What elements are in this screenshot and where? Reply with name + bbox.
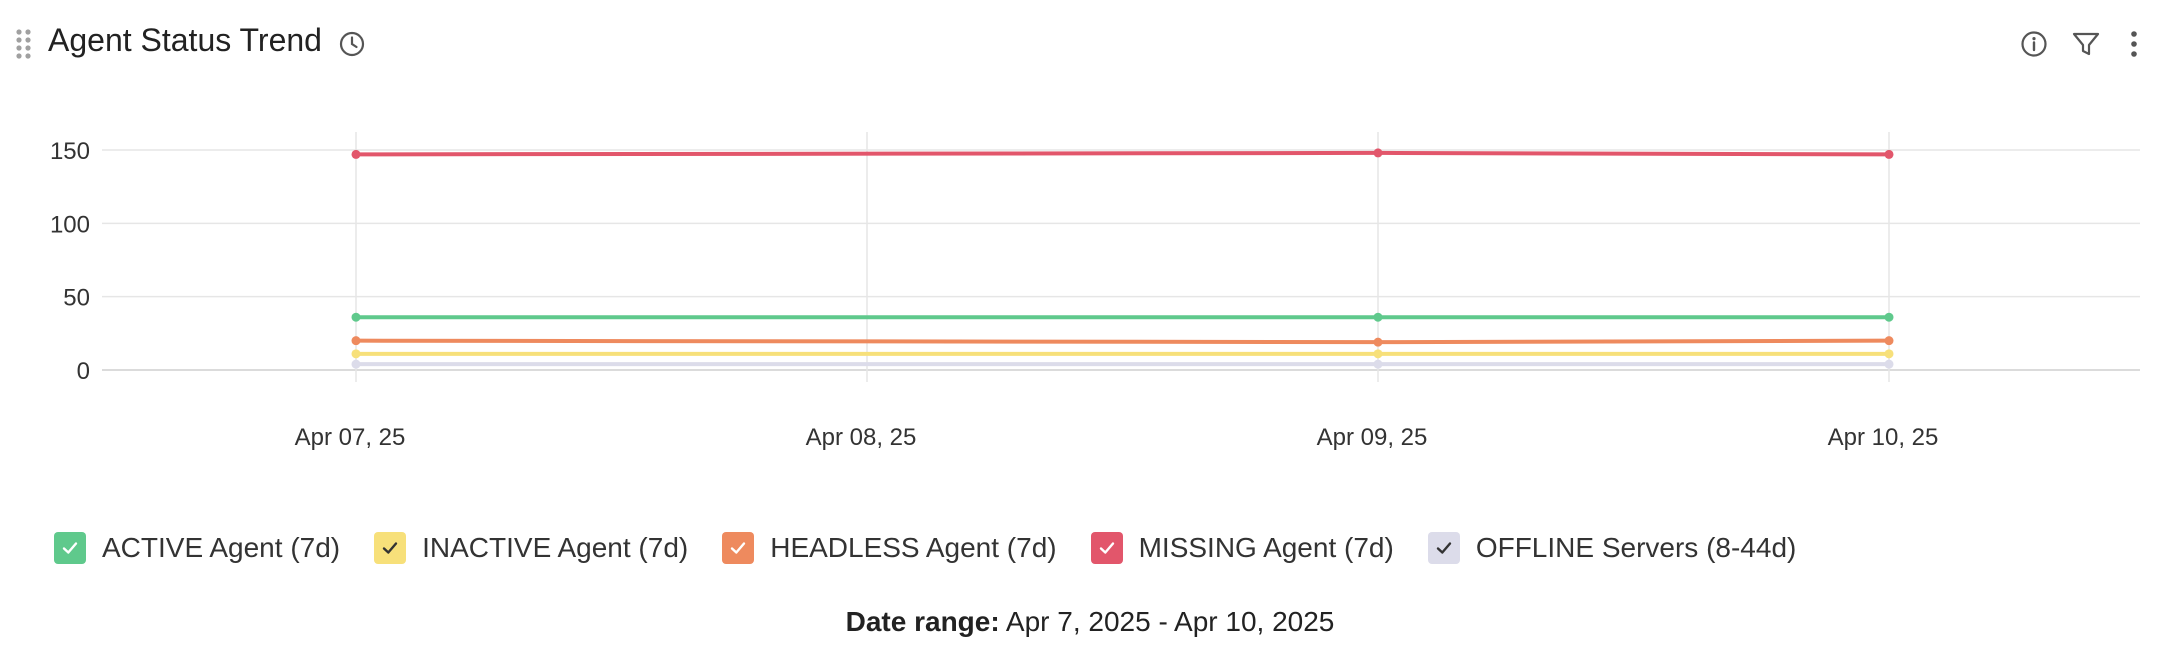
legend-label: INACTIVE Agent (7d) (422, 532, 688, 564)
series-line-missing (356, 153, 1889, 154)
legend-item-inactive[interactable]: INACTIVE Agent (7d) (374, 532, 688, 564)
check-icon (380, 538, 400, 558)
x-tick-label: Apr 10, 25 (1828, 424, 1939, 451)
widget-title: Agent Status Trend (48, 22, 322, 59)
legend-checkbox[interactable] (722, 532, 754, 564)
legend-label: HEADLESS Agent (7d) (770, 532, 1056, 564)
legend-item-active[interactable]: ACTIVE Agent (7d) (54, 532, 340, 564)
data-point-missing[interactable] (1374, 148, 1383, 157)
chart-legend: ACTIVE Agent (7d) INACTIVE Agent (7d) HEAD… (54, 528, 1830, 568)
data-point-headless[interactable] (1885, 336, 1894, 345)
check-icon (728, 538, 748, 558)
data-point-offline[interactable] (1885, 360, 1894, 369)
legend-label: ACTIVE Agent (7d) (102, 532, 340, 564)
data-point-offline[interactable] (1374, 360, 1383, 369)
clock-icon[interactable] (334, 26, 370, 62)
legend-item-missing[interactable]: MISSING Agent (7d) (1091, 532, 1394, 564)
check-icon (60, 538, 80, 558)
y-tick-label: 0 (77, 358, 90, 385)
data-point-active[interactable] (352, 313, 361, 322)
data-point-active[interactable] (1374, 313, 1383, 322)
legend-label: MISSING Agent (7d) (1139, 532, 1394, 564)
y-tick-label: 150 (50, 138, 90, 165)
date-range-label: Date range: (846, 606, 1000, 637)
date-range-value: Apr 7, 2025 - Apr 10, 2025 (1006, 606, 1334, 637)
x-tick-label: Apr 07, 25 (295, 424, 406, 451)
data-point-headless[interactable] (1374, 338, 1383, 347)
legend-checkbox[interactable] (54, 532, 86, 564)
x-tick-label: Apr 09, 25 (1317, 424, 1428, 451)
series-line-headless (356, 341, 1889, 342)
legend-checkbox[interactable] (1428, 532, 1460, 564)
widget-header: Agent Status Trend (0, 0, 2180, 88)
line-chart: 0 50 100 150 Apr 07, 25 Apr 08, 25 Apr 09, 25 A… (0, 110, 2180, 470)
legend-checkbox[interactable] (1091, 532, 1123, 564)
check-icon (1434, 538, 1454, 558)
data-point-offline[interactable] (352, 360, 361, 369)
data-point-missing[interactable] (352, 150, 361, 159)
legend-item-offline[interactable]: OFFLINE Servers (8-44d) (1428, 532, 1797, 564)
data-point-inactive[interactable] (1374, 349, 1383, 358)
data-point-inactive[interactable] (352, 349, 361, 358)
y-tick-label: 100 (50, 211, 90, 238)
date-range: Date range: Apr 7, 2025 - Apr 10, 2025 (0, 606, 2180, 638)
y-tick-label: 50 (63, 285, 90, 312)
drag-handle-icon[interactable] (14, 28, 34, 60)
check-icon (1097, 538, 1117, 558)
filter-icon[interactable] (2068, 26, 2104, 62)
legend-checkbox[interactable] (374, 532, 406, 564)
data-point-headless[interactable] (352, 336, 361, 345)
x-tick-label: Apr 08, 25 (806, 424, 917, 451)
more-vertical-icon[interactable] (2116, 26, 2152, 62)
data-point-active[interactable] (1885, 313, 1894, 322)
data-point-missing[interactable] (1885, 150, 1894, 159)
legend-label: OFFLINE Servers (8-44d) (1476, 532, 1797, 564)
data-point-inactive[interactable] (1885, 349, 1894, 358)
info-icon[interactable] (2016, 26, 2052, 62)
legend-item-headless[interactable]: HEADLESS Agent (7d) (722, 532, 1056, 564)
